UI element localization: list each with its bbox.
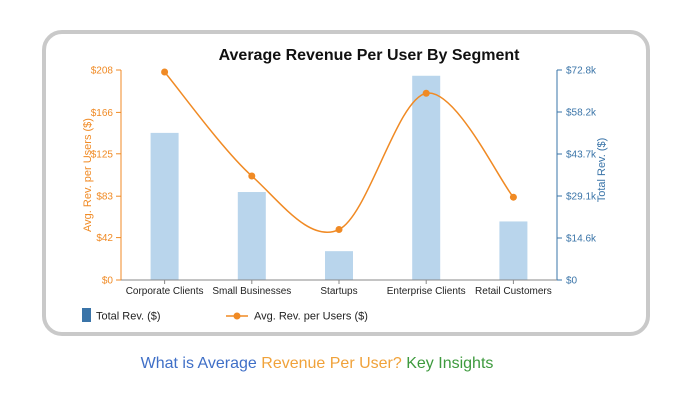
bar-1 (237, 192, 266, 280)
caption[interactable]: What is Average Revenue Per User? Key In… (0, 355, 634, 373)
legend-swatch-marker (233, 312, 241, 320)
avg-rev-line (164, 71, 514, 233)
avg-rev-point-0 (161, 68, 169, 76)
left-tick-label-4: $166 (91, 108, 114, 119)
chart-card (42, 30, 650, 336)
caption-part-2: Revenue Per User? (261, 355, 402, 372)
legend-label-line: Avg. Rev. per Users ($) (254, 311, 368, 323)
avg-rev-point-4 (509, 193, 517, 201)
right-tick-label-2: $29.1k (566, 192, 597, 203)
left-tick-label-2: $83 (96, 192, 113, 203)
category-label-0: Corporate Clients (126, 286, 204, 297)
category-label-3: Enterprise Clients (387, 286, 466, 297)
chart-title: Average Revenue Per User By Segment (219, 47, 521, 64)
left-tick-label-5: $208 (91, 66, 114, 77)
category-label-1: Small Businesses (212, 286, 291, 297)
legend-swatch-bar (82, 308, 91, 322)
right-tick-label-5: $72.8k (566, 66, 597, 77)
right-axis-title: Total Rev. ($) (596, 138, 608, 203)
bar-0 (150, 132, 179, 280)
right-tick-label-3: $43.7k (566, 150, 597, 161)
legend-label-bar: Total Rev. ($) (96, 311, 161, 323)
caption-part-1: What is Average (140, 355, 257, 372)
bar-4 (499, 221, 528, 280)
caption-part-3: Key Insights (406, 355, 494, 372)
left-tick-label-1: $42 (96, 233, 113, 244)
avg-rev-point-1 (248, 172, 256, 180)
bar-3 (412, 75, 441, 281)
right-tick-label-1: $14.6k (566, 234, 597, 245)
category-label-2: Startups (320, 286, 357, 297)
avg-rev-point-2 (335, 226, 343, 234)
left-axis-title: Avg. Rev. per Users ($) (82, 118, 94, 232)
right-tick-label-0: $0 (566, 276, 578, 287)
bar-2 (325, 251, 353, 280)
left-tick-label-3: $125 (91, 149, 114, 160)
right-tick-label-4: $58.2k (566, 108, 597, 119)
left-tick-label-0: $0 (102, 276, 114, 287)
category-label-4: Retail Customers (475, 286, 552, 297)
avg-rev-point-3 (422, 89, 430, 97)
